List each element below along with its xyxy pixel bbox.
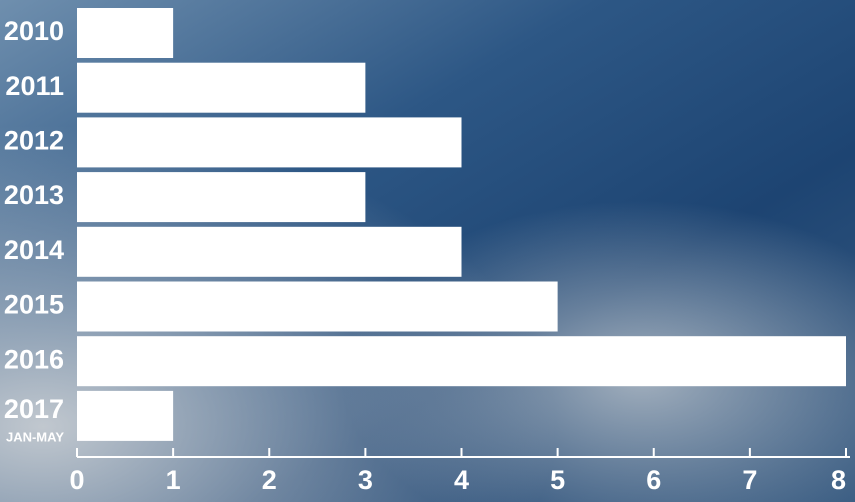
x-tick-label: 8 [831,465,846,495]
bar [77,282,558,332]
x-tick-label: 5 [550,465,565,495]
x-tick-label: 4 [454,465,469,495]
x-tick-label: 3 [358,465,373,495]
bar [77,391,173,441]
y-tick-label: 2010 [4,16,64,46]
x-tick-label: 6 [646,465,661,495]
bar [77,227,462,277]
y-tick-label: 2016 [4,344,64,374]
chart: 0 1 2 3 4 5 6 7 8 2010 2011 2012 2013 2014 2015 2016 201… [0,0,855,502]
y-tick-label: 2011 [5,71,64,101]
x-tick-label: 0 [69,465,84,495]
y-tick-label: 2014 [4,235,64,265]
y-tick-sublabel: JAN-MAY [6,429,64,444]
bar [77,8,173,58]
bar [77,117,462,167]
x-tick-label: 1 [166,465,181,495]
x-tick-label: 7 [742,465,757,495]
bar [77,336,846,386]
x-tick-label: 2 [262,465,277,495]
y-tick-label: 2012 [4,126,64,156]
y-tick-label: 2017 [4,394,64,424]
y-tick-label: 2015 [4,290,64,320]
bar [77,63,365,113]
y-tick-label: 2013 [4,180,64,210]
bar [77,172,365,222]
